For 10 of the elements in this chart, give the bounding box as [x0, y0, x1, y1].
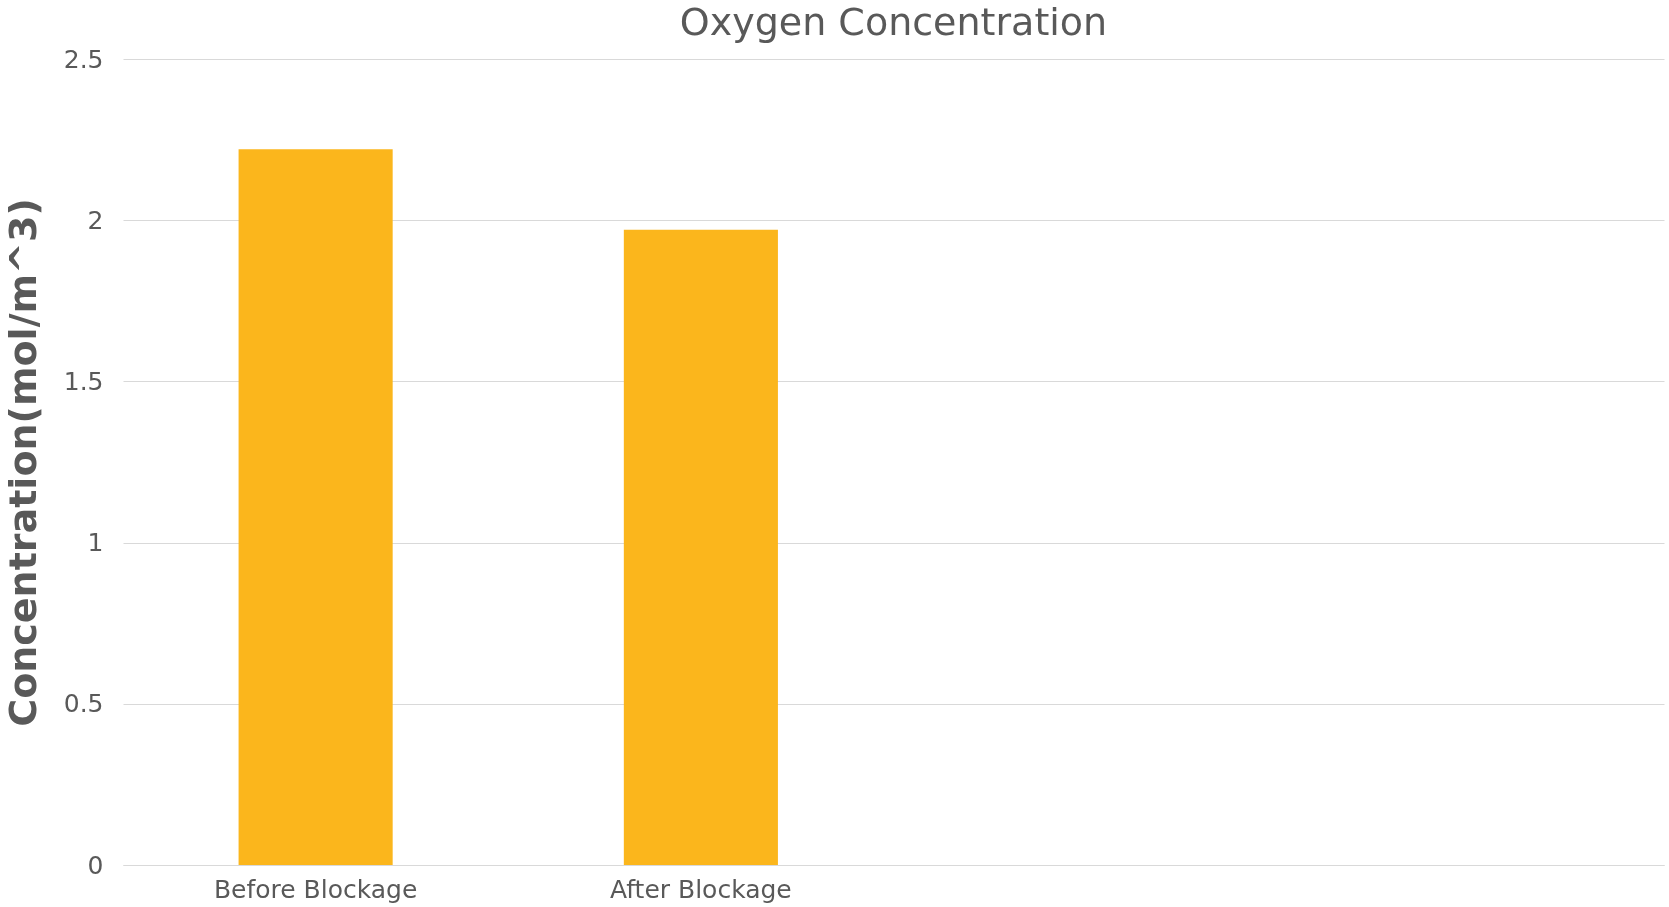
y-axis-title: Concentration(mol/m^3): [0, 198, 45, 727]
y-tick-label: 0: [87, 850, 104, 880]
x-tick-label: After Blockage: [610, 874, 792, 904]
y-tick-label: 0.5: [63, 689, 104, 719]
x-tick-label: Before Blockage: [213, 874, 418, 904]
y-tick-label: 2.5: [63, 44, 104, 74]
y-tick-label: 2: [87, 205, 104, 235]
chart-title: Oxygen Concentration: [679, 0, 1108, 44]
y-tick-label: 1.5: [63, 366, 104, 396]
y-tick-label: 1: [87, 528, 104, 558]
